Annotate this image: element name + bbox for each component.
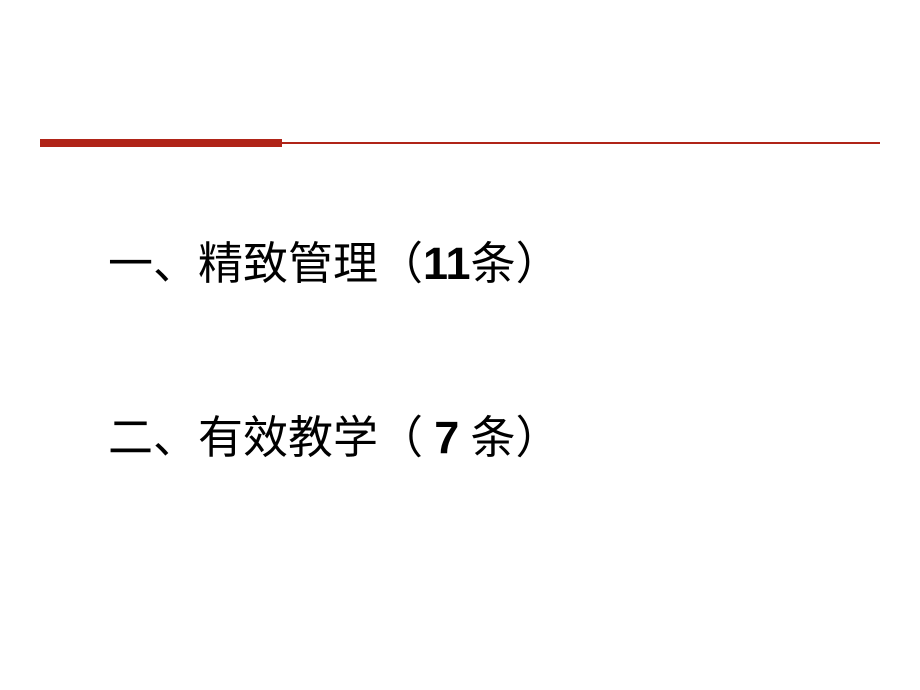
item-2-number: 7	[434, 412, 459, 463]
item-2-suffix: 条）	[459, 413, 560, 463]
item-2-prefix: 二、有效教学（	[108, 413, 434, 463]
item-1-number: 11	[423, 238, 471, 289]
divider-thick-segment	[40, 139, 282, 147]
list-item-1: 一、精致管理（11条）	[108, 235, 561, 294]
item-1-suffix: 条）	[471, 239, 561, 289]
list-item-2: 二、有效教学（ 7 条）	[108, 409, 561, 468]
content-area: 一、精致管理（11条） 二、有效教学（ 7 条）	[108, 235, 561, 467]
item-1-prefix: 一、精致管理（	[108, 239, 423, 289]
divider-line	[40, 138, 880, 148]
divider-thin-segment	[282, 142, 880, 144]
